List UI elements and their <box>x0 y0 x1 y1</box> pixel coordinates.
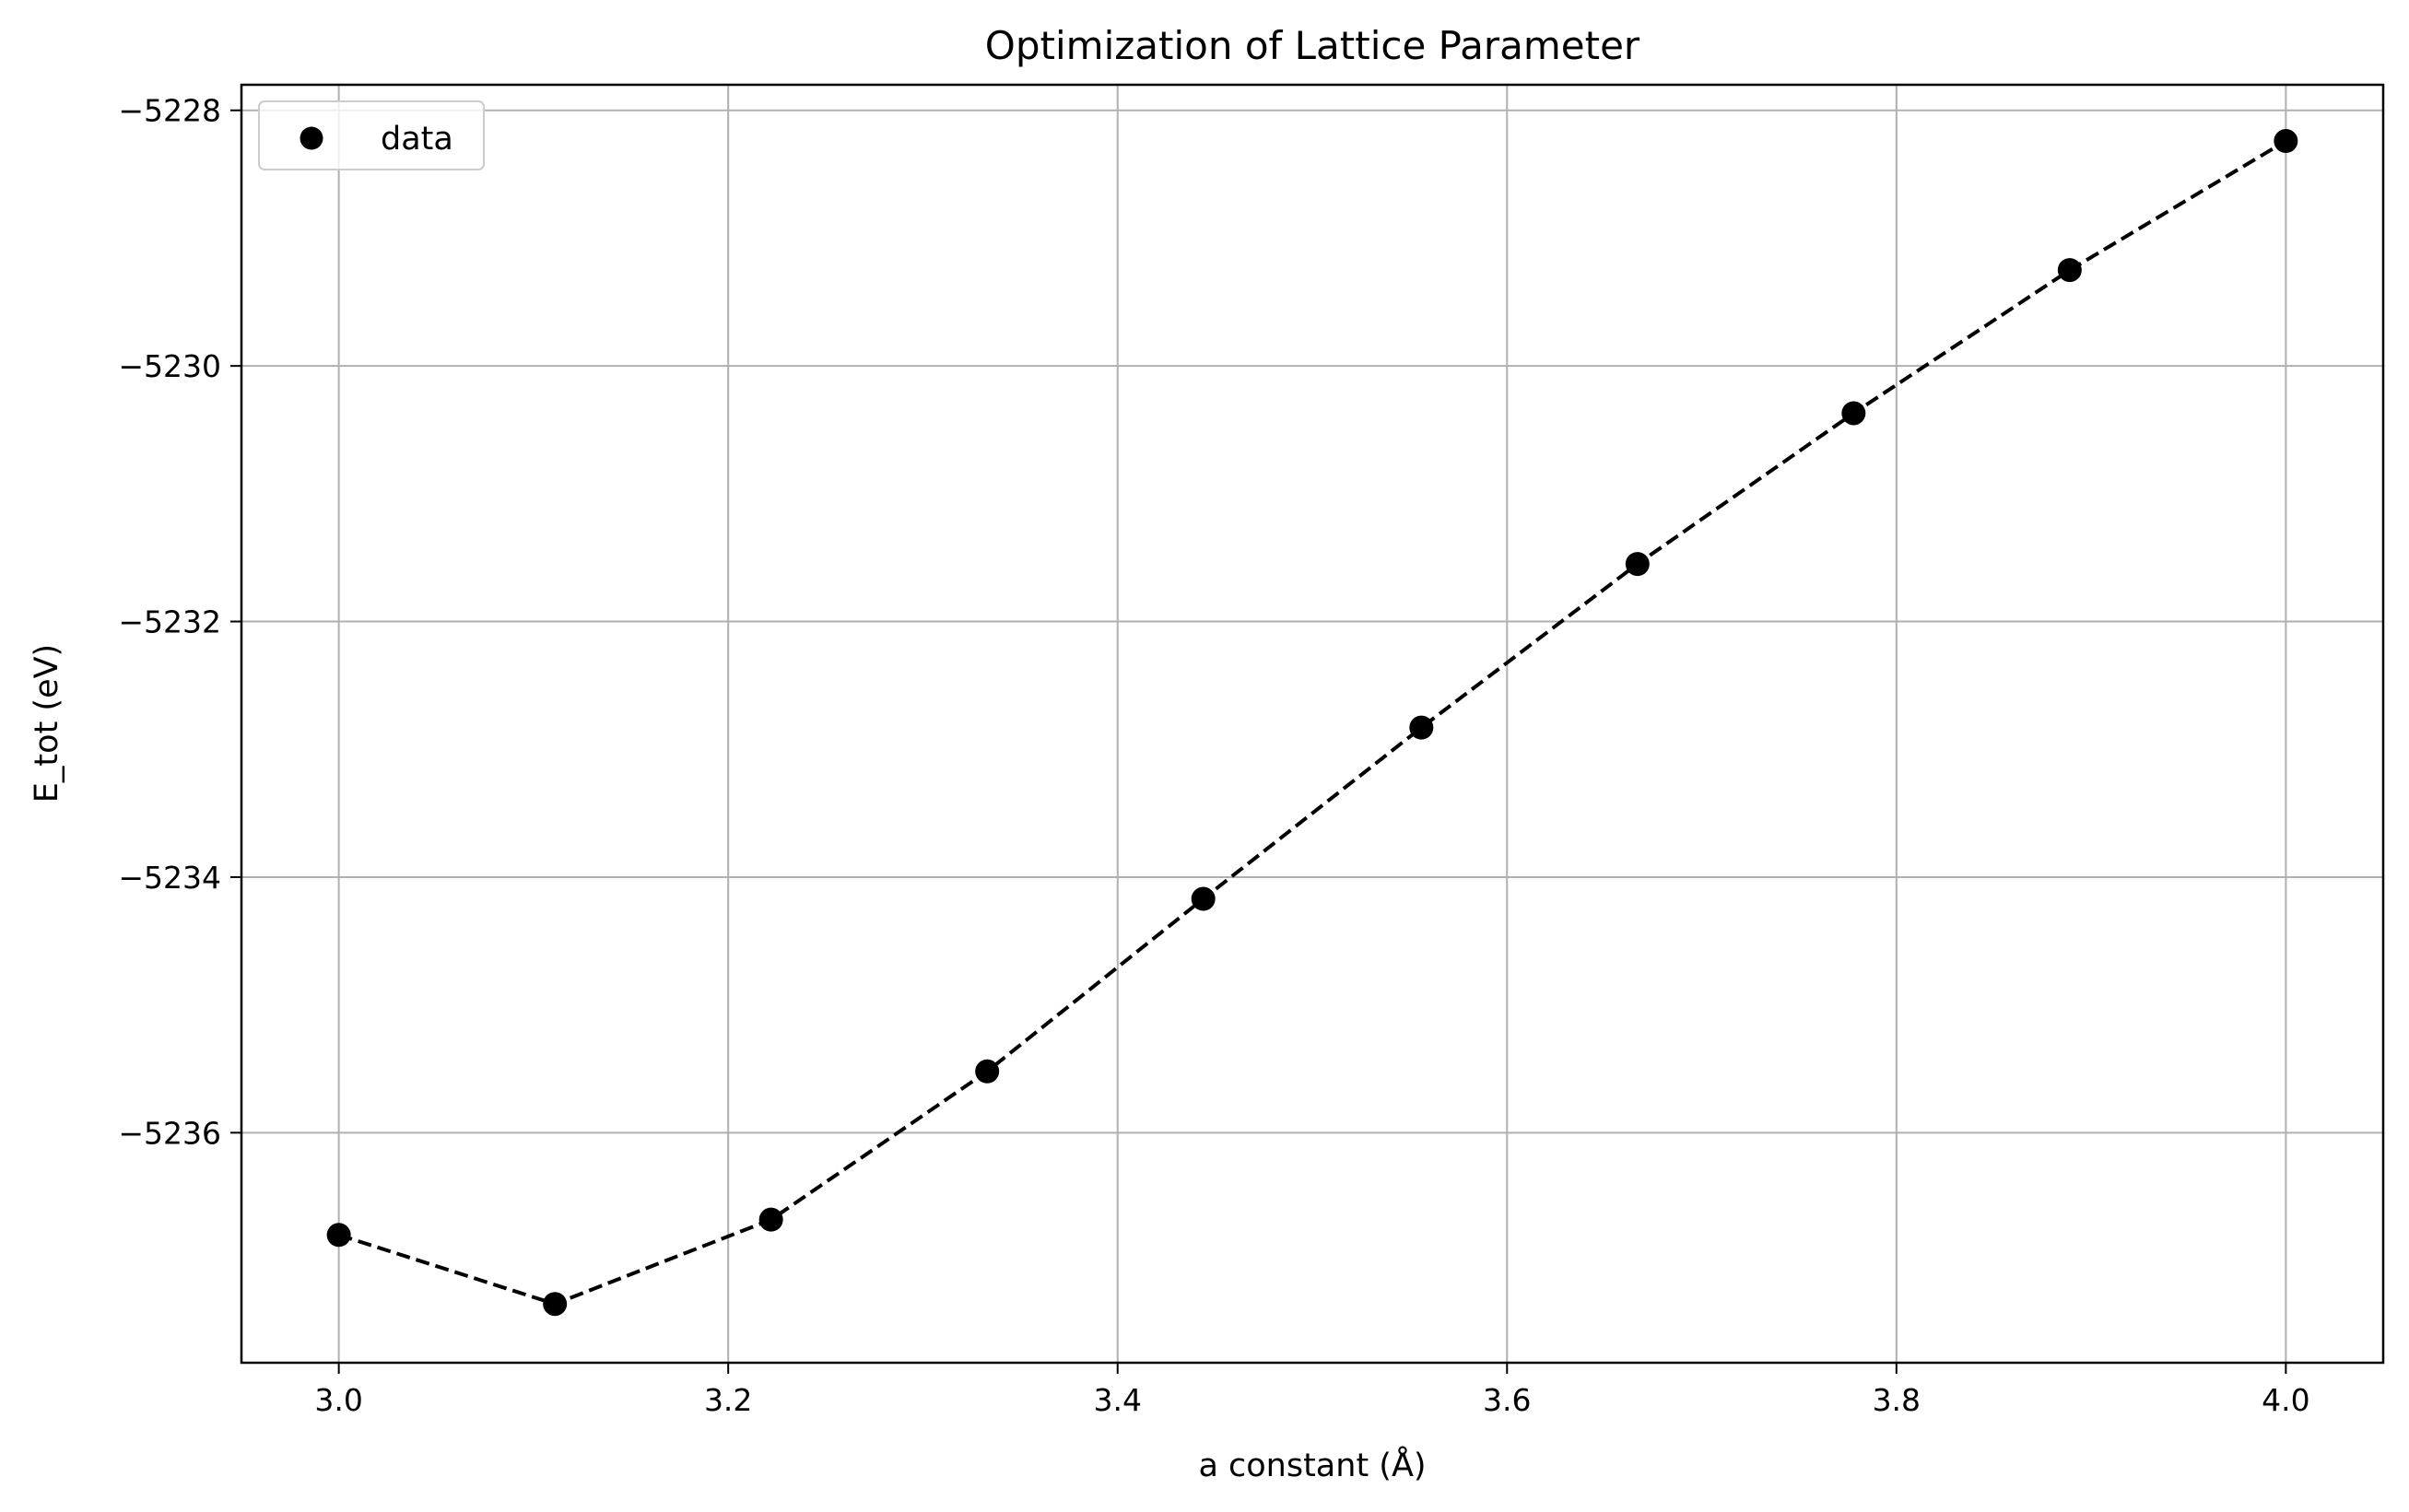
y-tick-label: −5228 <box>118 93 221 129</box>
x-tick-label: 3.2 <box>704 1382 752 1418</box>
data-point <box>326 1223 351 1248</box>
chart-title: Optimization of Lattice Parameter <box>985 23 1640 68</box>
legend: data <box>258 100 485 170</box>
data-point <box>975 1059 1000 1084</box>
x-axis-label: a constant (Å) <box>1198 1445 1426 1484</box>
grid-lines <box>241 85 2383 1363</box>
legend-label: data <box>381 121 453 158</box>
data-point <box>1409 715 1434 740</box>
y-tick-label: −5234 <box>118 860 221 896</box>
data-point <box>758 1207 783 1232</box>
data-point <box>2274 129 2298 154</box>
data-point <box>1625 552 1650 577</box>
y-axis-label: E_tot (eV) <box>29 644 65 803</box>
x-tick-label: 3.6 <box>1483 1382 1531 1418</box>
series-layer <box>326 129 2298 1317</box>
data-point <box>543 1292 568 1317</box>
data-point <box>2057 258 2082 283</box>
y-tick-label: −5230 <box>118 348 221 384</box>
y-axis-ticks: −5228 −5230 −5232 −5234 −5236 <box>118 93 241 1151</box>
y-tick-label: −5232 <box>118 604 221 640</box>
x-tick-label: 3.4 <box>1093 1382 1141 1418</box>
x-tick-label: 3.0 <box>314 1382 362 1418</box>
plot-frame <box>240 83 2385 1365</box>
legend-box <box>258 100 485 170</box>
x-axis-ticks: 3.0 3.2 3.4 3.6 3.8 4.0 <box>314 1363 2310 1418</box>
legend-marker <box>300 126 323 150</box>
series-line <box>337 139 2287 1307</box>
data-point <box>1841 401 1866 426</box>
x-tick-label: 4.0 <box>2262 1382 2309 1418</box>
data-point <box>1191 886 1216 911</box>
x-tick-label: 3.8 <box>1873 1382 1921 1418</box>
y-tick-label: −5236 <box>118 1115 221 1151</box>
